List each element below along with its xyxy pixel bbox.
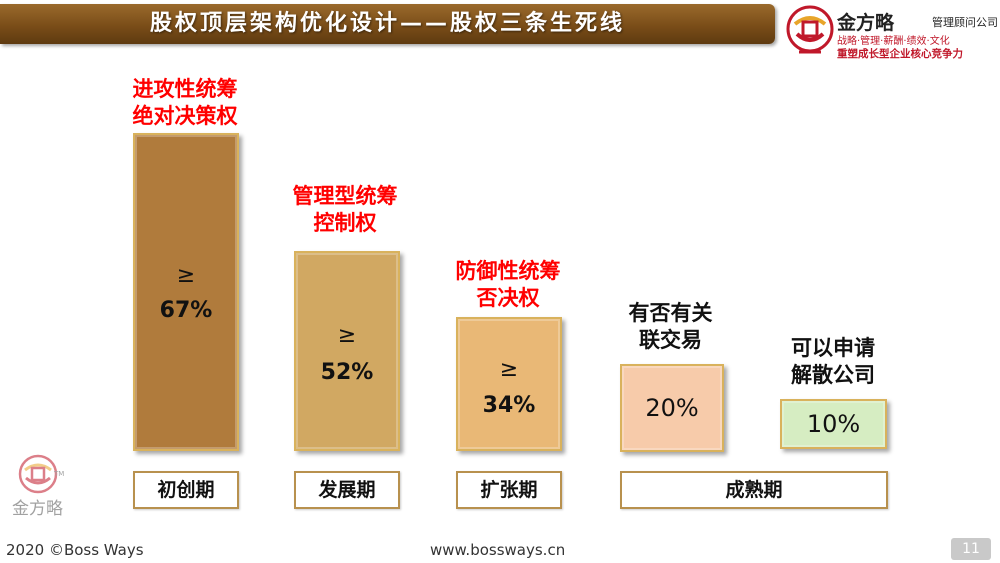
watermark-tm: TM — [54, 470, 65, 478]
label-col-3: 防御性统筹 否决权 — [428, 258, 588, 312]
bar-col-3-symbol: ≥ — [499, 357, 519, 382]
label-col-1: 进攻性统筹 绝对决策权 — [105, 76, 265, 130]
logo-brand: 金方略 — [837, 12, 895, 34]
company-logo: 金方略 管理顾问公司 战略·管理·薪酬·绩效·文化 重塑成长型企业核心竞争力 — [785, 4, 1000, 64]
logo-slogan: 重塑成长型企业核心竞争力 — [837, 48, 963, 60]
bar-col-3-value: 34% — [482, 393, 536, 418]
footer-copyright: 2020 ©Boss Ways — [6, 541, 144, 559]
label-col-3-line-1: 防御性统筹 — [455, 259, 561, 283]
label-col-2-line-2: 控制权 — [313, 211, 377, 235]
logo-tagline: 战略·管理·薪酬·绩效·文化 — [837, 36, 950, 47]
label-col-5: 可以申请 解散公司 — [758, 335, 908, 389]
slide-title: 股权顶层架构优化设计——股权三条生死线 — [149, 11, 625, 36]
label-col-1-line-1: 进攻性统筹 — [132, 77, 238, 101]
bar-col-1-symbol: ≥ — [176, 263, 196, 288]
label-col-5-line-2: 解散公司 — [791, 363, 875, 387]
seal-logo-icon — [786, 5, 834, 54]
bar-col-1: ≥ 67% — [133, 133, 239, 451]
bar-col-2-value: 52% — [320, 360, 374, 385]
footer-website[interactable]: www.bossways.cn — [430, 541, 566, 559]
bar-col-5-value: 10% — [806, 410, 861, 438]
stage-maturity: 成熟期 — [620, 471, 888, 509]
label-col-3-line-2: 否决权 — [476, 286, 540, 310]
label-col-4: 有否有关 联交易 — [598, 300, 743, 354]
page-number: 11 — [951, 538, 991, 560]
logo-subtitle: 管理顾问公司 — [932, 16, 998, 29]
bar-col-4: 20% — [620, 364, 724, 452]
watermark-seal-icon — [18, 454, 58, 494]
bar-col-2-symbol: ≥ — [337, 323, 357, 348]
bar-col-3: ≥ 34% — [456, 317, 562, 451]
bar-col-2: ≥ 52% — [294, 251, 400, 451]
bar-col-4-value: 20% — [645, 394, 699, 422]
label-col-1-line-2: 绝对决策权 — [132, 104, 238, 128]
label-col-2-line-1: 管理型统筹 — [292, 184, 398, 208]
bar-col-1-value: 67% — [159, 298, 213, 323]
watermark-logo: TM 金方略 — [10, 450, 70, 529]
stage-col-1: 初创期 — [133, 471, 239, 509]
label-col-2: 管理型统筹 控制权 — [265, 183, 425, 237]
watermark-brand: 金方略 — [12, 499, 63, 519]
bar-col-5: 10% — [780, 399, 887, 449]
stage-col-2: 发展期 — [294, 471, 400, 509]
label-col-4-line-1: 有否有关 — [628, 301, 713, 325]
label-col-4-line-2: 联交易 — [639, 328, 702, 352]
stage-col-3: 扩张期 — [456, 471, 562, 509]
label-col-5-line-1: 可以申请 — [791, 336, 875, 360]
title-bar: 股权顶层架构优化设计——股权三条生死线 — [0, 4, 775, 44]
